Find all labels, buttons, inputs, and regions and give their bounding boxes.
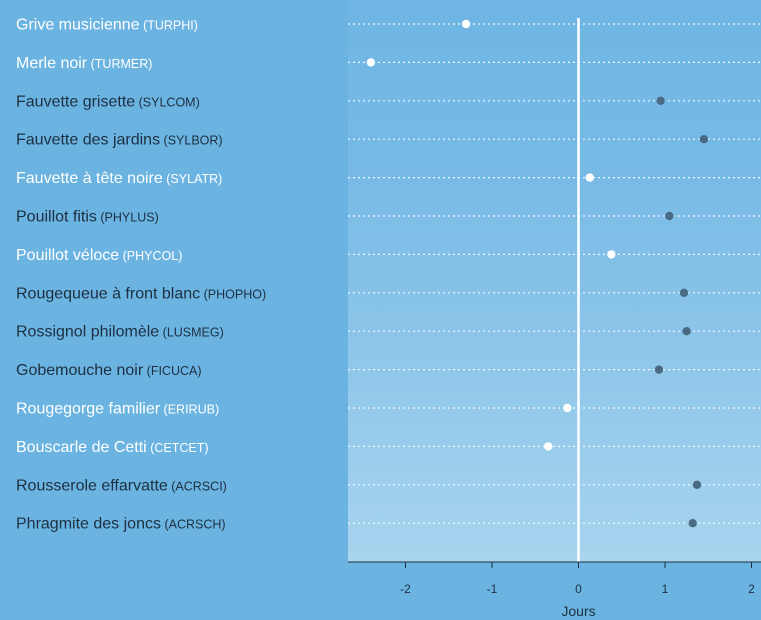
species-name: Gobemouche noir <box>16 362 144 379</box>
category-label: Bouscarle de Cetti (CETCET) <box>16 439 209 456</box>
category-label: Fauvette des jardins (SYLBOR) <box>16 132 223 149</box>
species-name: Fauvette des jardins <box>16 132 160 149</box>
data-point <box>682 327 691 336</box>
data-point <box>688 519 697 528</box>
category-label: Fauvette grisette (SYLCOM) <box>16 93 200 110</box>
data-point <box>692 480 702 489</box>
species-code: (TURMER) <box>87 57 152 71</box>
category-label: Rougequeue à front blanc (PHOPHO) <box>16 285 266 302</box>
category-label: Pouillot véloce (PHYCOL) <box>16 247 182 264</box>
species-code: (SYLCOM) <box>135 95 200 109</box>
species-name: Rousserole effarvatte <box>16 477 168 494</box>
data-point <box>665 211 674 221</box>
data-points <box>366 19 709 528</box>
x-tick-label: 1 <box>662 582 669 596</box>
species-code: (CETCET) <box>147 441 209 455</box>
species-name: Pouillot véloce <box>16 247 119 264</box>
x-tick-label: 2 <box>748 582 755 596</box>
species-code: (SYLATR) <box>163 172 223 186</box>
data-point <box>563 403 572 413</box>
species-name: Merle noir <box>16 55 88 72</box>
data-point <box>366 58 376 67</box>
x-tick-label: -1 <box>487 582 498 596</box>
species-name: Rougequeue à front blanc <box>16 285 200 302</box>
category-labels: Grive musicienne (TURPHI) Merle noir (TUR… <box>16 17 266 533</box>
category-label: Merle noir (TURMER) <box>16 55 152 72</box>
category-label: Pouillot fitis (PHYLUS) <box>16 209 159 226</box>
species-name: Rougegorge familier <box>16 401 161 418</box>
species-name: Bouscarle de Cetti <box>16 439 147 456</box>
species-code: (ACRSCI) <box>168 479 227 493</box>
x-axis-title: Jours <box>561 603 595 619</box>
category-label: Fauvette à tête noire (SYLATR) <box>16 170 222 187</box>
data-point <box>656 96 665 106</box>
species-code: (PHYLUS) <box>97 211 159 225</box>
species-code: (FICUCA) <box>143 364 201 378</box>
data-point <box>607 250 616 259</box>
category-label: Gobemouche noir (FICUCA) <box>16 362 202 379</box>
species-code: (ERIRUB) <box>160 403 219 417</box>
species-name: Pouillot fitis <box>16 209 97 226</box>
species-code: (PHYCOL) <box>119 249 182 263</box>
species-name: Fauvette grisette <box>16 93 135 110</box>
data-point <box>654 365 664 374</box>
species-name: Rossignol philomèle <box>16 324 159 341</box>
species-name: Fauvette à tête noire <box>16 170 163 187</box>
category-label: Rougegorge familier (ERIRUB) <box>16 401 219 418</box>
species-code: (TURPHI) <box>140 19 198 33</box>
species-code: (PHOPHO) <box>200 287 266 301</box>
x-tick-label: -2 <box>400 582 411 596</box>
data-point <box>544 442 553 451</box>
x-tick-label: 0 <box>575 582 582 596</box>
data-point <box>679 288 689 297</box>
plot-panel <box>348 0 761 562</box>
data-point <box>585 173 594 182</box>
data-point <box>699 135 709 144</box>
species-name: Grive musicienne <box>16 17 140 34</box>
species-name: Phragmite des joncs <box>16 516 161 533</box>
category-label: Phragmite des joncs (ACRSCH) <box>16 516 226 533</box>
x-axis: -2 -1 0 1 2 Jours <box>348 561 761 619</box>
species-code: (ACRSCH) <box>161 518 226 532</box>
species-code: (LUSMEG) <box>159 326 224 340</box>
category-label: Rossignol philomèle (LUSMEG) <box>16 324 224 341</box>
data-point <box>461 19 471 29</box>
category-label: Rousserole effarvatte (ACRSCI) <box>16 477 227 494</box>
species-code: (SYLBOR) <box>160 134 223 148</box>
gridlines <box>348 23 761 524</box>
category-label: Grive musicienne (TURPHI) <box>16 17 198 34</box>
